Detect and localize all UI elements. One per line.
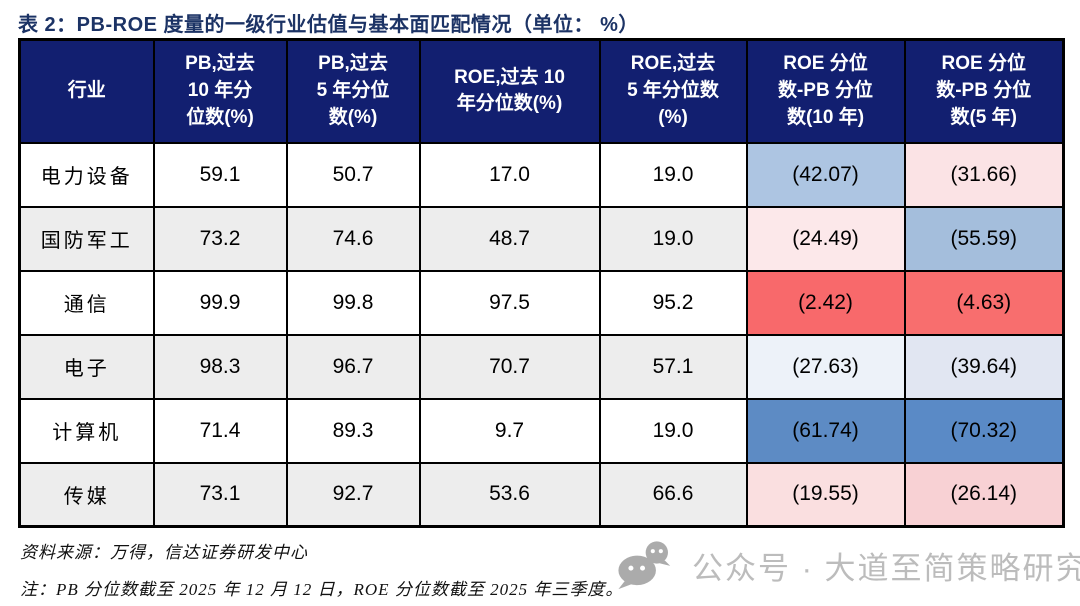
column-header-diff10: ROE 分位 数-PB 分位 数(10 年) [745, 38, 906, 144]
cell-pb5: 89.3 [285, 397, 421, 464]
table-row: 传媒 73.1 92.7 53.6 66.6 (19.55) (26.14) [18, 461, 1065, 528]
cell-roe10: 53.6 [418, 461, 601, 528]
cell-roe10: 48.7 [418, 205, 601, 272]
cell-roe10: 9.7 [418, 397, 601, 464]
pb-roe-table: 行业 PB,过去 10 年分 位数(%) PB,过去 5 年分位 数(%) RO… [18, 38, 1065, 528]
cell-pb5: 92.7 [285, 461, 421, 528]
header-row: 行业 PB,过去 10 年分 位数(%) PB,过去 5 年分位 数(%) RO… [18, 38, 1065, 144]
cell-roe5: 66.6 [598, 461, 748, 528]
cell-diff5: (4.63) [903, 269, 1065, 336]
cell-roe10: 97.5 [418, 269, 601, 336]
cell-diff10: (2.42) [745, 269, 906, 336]
cell-industry: 通信 [18, 269, 155, 336]
table-row: 计算机 71.4 89.3 9.7 19.0 (61.74) (70.32) [18, 397, 1065, 464]
cell-industry: 传媒 [18, 461, 155, 528]
cell-industry: 计算机 [18, 397, 155, 464]
cell-diff10: (19.55) [745, 461, 906, 528]
cell-roe10: 70.7 [418, 333, 601, 400]
column-header-roe10: ROE,过去 10 年分位数(%) [418, 38, 601, 144]
cell-diff10: (42.07) [745, 141, 906, 208]
footnote: 注：PB 分位数截至 2025 年 12 月 12 日，ROE 分位数截至 20… [20, 580, 624, 599]
column-header-pb5: PB,过去 5 年分位 数(%) [285, 38, 421, 144]
watermark: 公众号 · 大道至简策略研究 [610, 540, 1080, 590]
cell-industry: 电子 [18, 333, 155, 400]
source-note: 资料来源：万得，信达证券研发中心 [20, 543, 308, 562]
cell-roe5: 95.2 [598, 269, 748, 336]
cell-roe10: 17.0 [418, 141, 601, 208]
cell-pb5: 99.8 [285, 269, 421, 336]
table-header: 行业 PB,过去 10 年分 位数(%) PB,过去 5 年分位 数(%) RO… [18, 38, 1065, 144]
cell-pb10: 98.3 [152, 333, 288, 400]
cell-roe5: 57.1 [598, 333, 748, 400]
watermark-text: 公众号 · 大道至简策略研究 [692, 550, 1080, 586]
cell-diff5: (39.64) [903, 333, 1065, 400]
cell-pb10: 71.4 [152, 397, 288, 464]
cell-diff10: (24.49) [745, 205, 906, 272]
cell-pb5: 74.6 [285, 205, 421, 272]
cell-pb5: 96.7 [285, 333, 421, 400]
cell-industry: 国防军工 [18, 205, 155, 272]
column-header-industry: 行业 [18, 38, 155, 144]
cell-pb10: 99.9 [152, 269, 288, 336]
column-header-diff5: ROE 分位 数-PB 分位 数(5 年) [903, 38, 1065, 144]
cell-pb10: 73.1 [152, 461, 288, 528]
cell-diff5: (55.59) [903, 205, 1065, 272]
table-row: 电力设备 59.1 50.7 17.0 19.0 (42.07) (31.66) [18, 141, 1065, 208]
table-body: 电力设备 59.1 50.7 17.0 19.0 (42.07) (31.66)… [18, 141, 1065, 528]
cell-pb10: 59.1 [152, 141, 288, 208]
wechat-icon [618, 541, 671, 590]
cell-diff10: (61.74) [745, 397, 906, 464]
cell-roe5: 19.0 [598, 141, 748, 208]
table-row: 国防军工 73.2 74.6 48.7 19.0 (24.49) (55.59) [18, 205, 1065, 272]
table-title: 表 2：PB-ROE 度量的一级行业估值与基本面匹配情况（单位： %） [18, 14, 639, 36]
cell-diff5: (26.14) [903, 461, 1065, 528]
table-row: 通信 99.9 99.8 97.5 95.2 (2.42) (4.63) [18, 269, 1065, 336]
cell-diff10: (27.63) [745, 333, 906, 400]
cell-pb5: 50.7 [285, 141, 421, 208]
cell-industry: 电力设备 [18, 141, 155, 208]
cell-diff5: (70.32) [903, 397, 1065, 464]
cell-roe5: 19.0 [598, 397, 748, 464]
cell-roe5: 19.0 [598, 205, 748, 272]
table-row: 电子 98.3 96.7 70.7 57.1 (27.63) (39.64) [18, 333, 1065, 400]
column-header-pb10: PB,过去 10 年分 位数(%) [152, 38, 288, 144]
column-header-roe5: ROE,过去 5 年分位数 (%) [598, 38, 748, 144]
cell-pb10: 73.2 [152, 205, 288, 272]
cell-diff5: (31.66) [903, 141, 1065, 208]
